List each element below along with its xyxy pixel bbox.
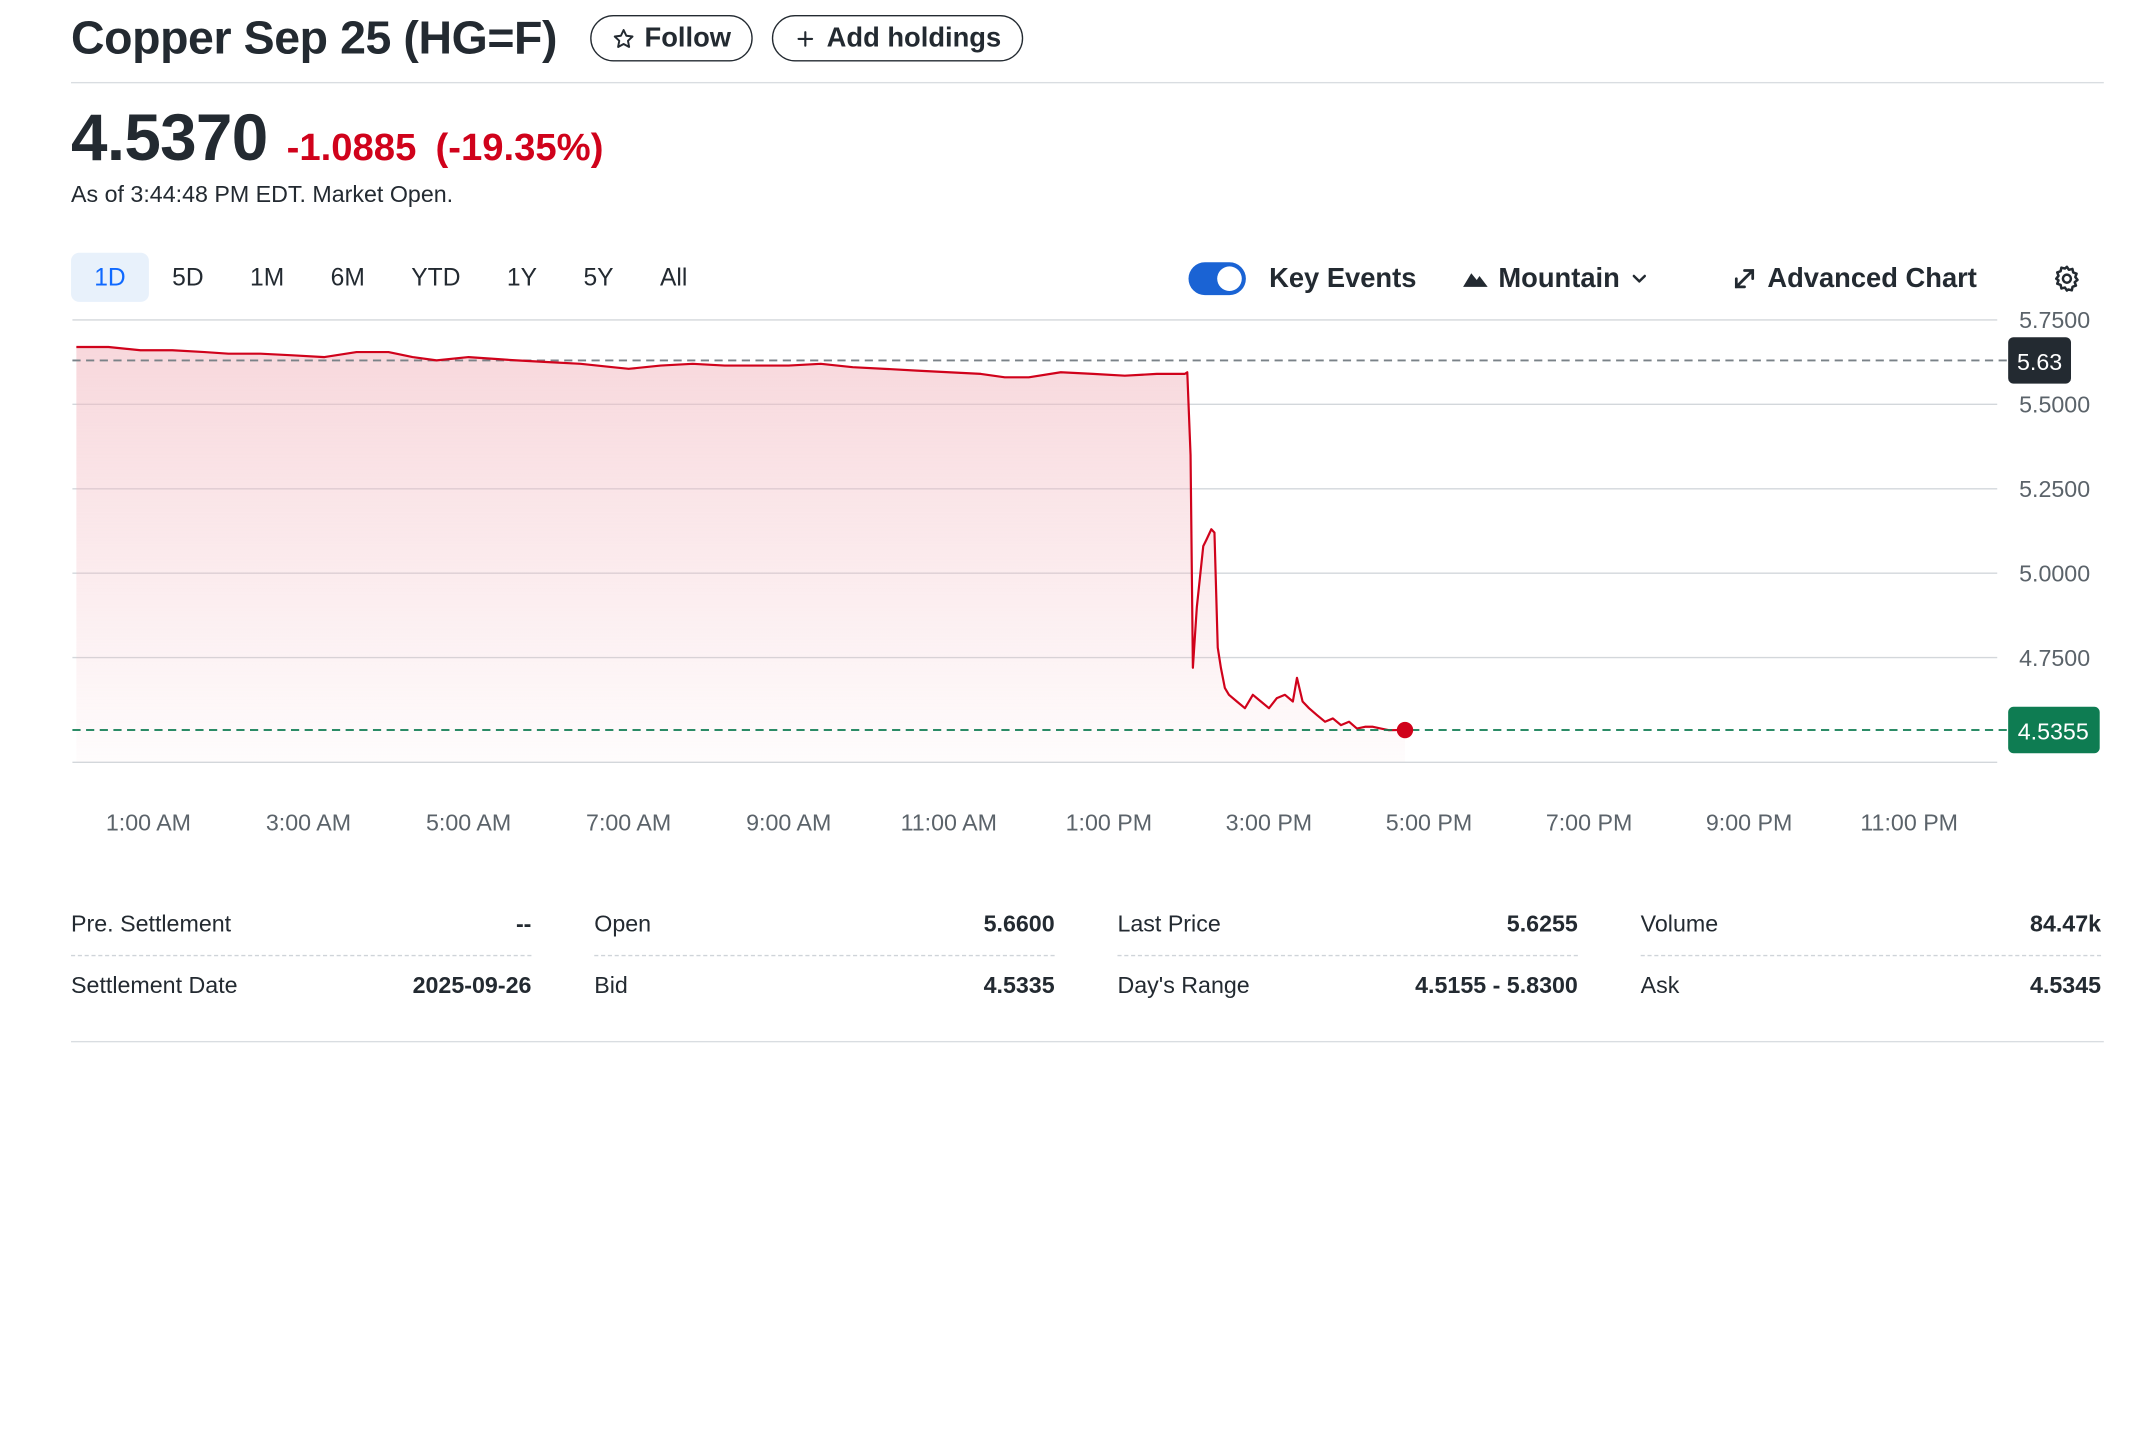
star-outline-icon xyxy=(613,28,634,48)
range-tab[interactable]: 1Y xyxy=(506,262,538,291)
price-area xyxy=(76,346,1406,763)
y-tick-label: 5.0000 xyxy=(2019,560,2090,586)
add-holdings-button[interactable]: Add holdings xyxy=(772,15,1024,62)
stats-divider xyxy=(71,1040,2104,1043)
x-tick-label: 9:00 PM xyxy=(1706,810,1792,836)
price-chart[interactable]: 5.7500 5.5000 5.2500 5.0000 4.7500 1:00 AM 3:0… xyxy=(0,311,2142,857)
prev-close-badge xyxy=(2008,337,2072,384)
x-tick-label: 3:00 PM xyxy=(1226,810,1312,836)
y-tick-label: 5.2500 xyxy=(2019,476,2090,502)
current-price: 4.5370 xyxy=(71,102,268,175)
stat-pre-settlement: Pre. Settlement -- xyxy=(71,895,532,957)
mountain-icon xyxy=(1462,273,1488,287)
price-line xyxy=(76,345,1406,732)
x-tick-label: 9:00 AM xyxy=(746,810,831,836)
advanced-chart-label: Advanced Chart xyxy=(1767,262,1977,294)
prev-close-badge-label: 5.63 xyxy=(2017,349,2062,375)
stat-open: Open 5.6600 xyxy=(594,895,1055,957)
x-tick-label: 1:00 AM xyxy=(106,810,191,836)
header-divider xyxy=(71,81,2104,84)
key-events-label: Key Events xyxy=(1269,262,1417,294)
price-change-percent: (-19.35%) xyxy=(435,125,604,169)
gear-icon xyxy=(2055,265,2079,292)
as-of-timestamp: As of 3:44:48 PM EDT. Market Open. xyxy=(71,181,454,208)
last-price-badge xyxy=(2008,706,2100,754)
stats-row: Pre. Settlement -- Open 5.6600 Last Price 5… xyxy=(71,895,2104,957)
stat-ask: Ask 4.5345 xyxy=(1640,972,2102,999)
add-holdings-label: Add holdings xyxy=(826,22,1002,53)
toggle-switch[interactable] xyxy=(1188,262,1246,296)
last-price-badge-label: 4.5355 xyxy=(2018,719,2089,745)
x-tick-label: 7:00 PM xyxy=(1546,810,1632,836)
x-tick-label: 5:00 AM xyxy=(426,810,511,836)
last-price-marker xyxy=(1396,721,1414,739)
chart-type-label: Mountain xyxy=(1498,262,1620,294)
x-tick-label: 11:00 PM xyxy=(1860,810,1958,836)
advanced-chart-button[interactable]: Advanced Chart xyxy=(1730,262,1977,294)
y-tick-label: 5.5000 xyxy=(2019,392,2090,418)
price-change: -1.0885 xyxy=(286,125,417,169)
price-row: 4.5370 -1.0885 (-19.35%) xyxy=(71,101,603,176)
range-tab[interactable]: 5D xyxy=(172,262,204,291)
quote-header: Copper Sep 25 (HG=F) Follow Add holdings xyxy=(71,8,1024,68)
stat-last-price: Last Price 5.6255 xyxy=(1117,895,1578,957)
stat-volume: Volume 84.47k xyxy=(1640,895,2102,957)
key-events-toggle[interactable]: Key Events xyxy=(1188,262,1417,296)
plus-icon xyxy=(797,30,814,47)
chart-tools: Key Events Mountain Advanced Chart xyxy=(1188,254,2083,303)
x-tick-label: 3:00 AM xyxy=(266,810,351,836)
range-tabs: 1D 5D 1M 6M YTD 1Y 5Y All xyxy=(71,252,711,302)
range-tab[interactable]: 6M xyxy=(330,262,365,291)
x-tick-label: 7:00 AM xyxy=(586,810,671,836)
page-title: Copper Sep 25 (HG=F) xyxy=(71,11,558,64)
stat-days-range: Day's Range 4.5155 - 5.8300 xyxy=(1117,972,1578,999)
x-tick-label: 1:00 PM xyxy=(1066,810,1152,836)
y-tick-label: 4.7500 xyxy=(2019,645,2090,671)
range-tab[interactable]: YTD xyxy=(411,262,461,291)
range-tab[interactable]: 5Y xyxy=(583,262,614,291)
quote-statistics: Pre. Settlement -- Open 5.6600 Last Price 5… xyxy=(71,895,2104,1017)
expand-arrows-icon xyxy=(1734,269,1754,289)
range-tab[interactable]: 1M xyxy=(250,262,285,291)
range-tab[interactable]: All xyxy=(659,262,688,291)
stat-bid: Bid 4.5335 xyxy=(594,972,1055,999)
chevron-down-icon xyxy=(1632,274,1646,283)
follow-label: Follow xyxy=(644,22,732,53)
stats-row: Settlement Date 2025-09-26 Bid 4.5335 Day'… xyxy=(71,956,2104,1016)
follow-button[interactable]: Follow xyxy=(589,15,753,62)
stat-settlement-date: Settlement Date 2025-09-26 xyxy=(71,972,532,999)
settings-button[interactable] xyxy=(2052,264,2082,294)
y-tick-label: 5.7500 xyxy=(2019,311,2090,333)
chart-type-dropdown[interactable]: Mountain xyxy=(1462,263,1649,294)
x-tick-label: 11:00 AM xyxy=(901,810,997,836)
range-tab[interactable]: 1D xyxy=(71,252,149,302)
x-tick-label: 5:00 PM xyxy=(1386,810,1472,836)
